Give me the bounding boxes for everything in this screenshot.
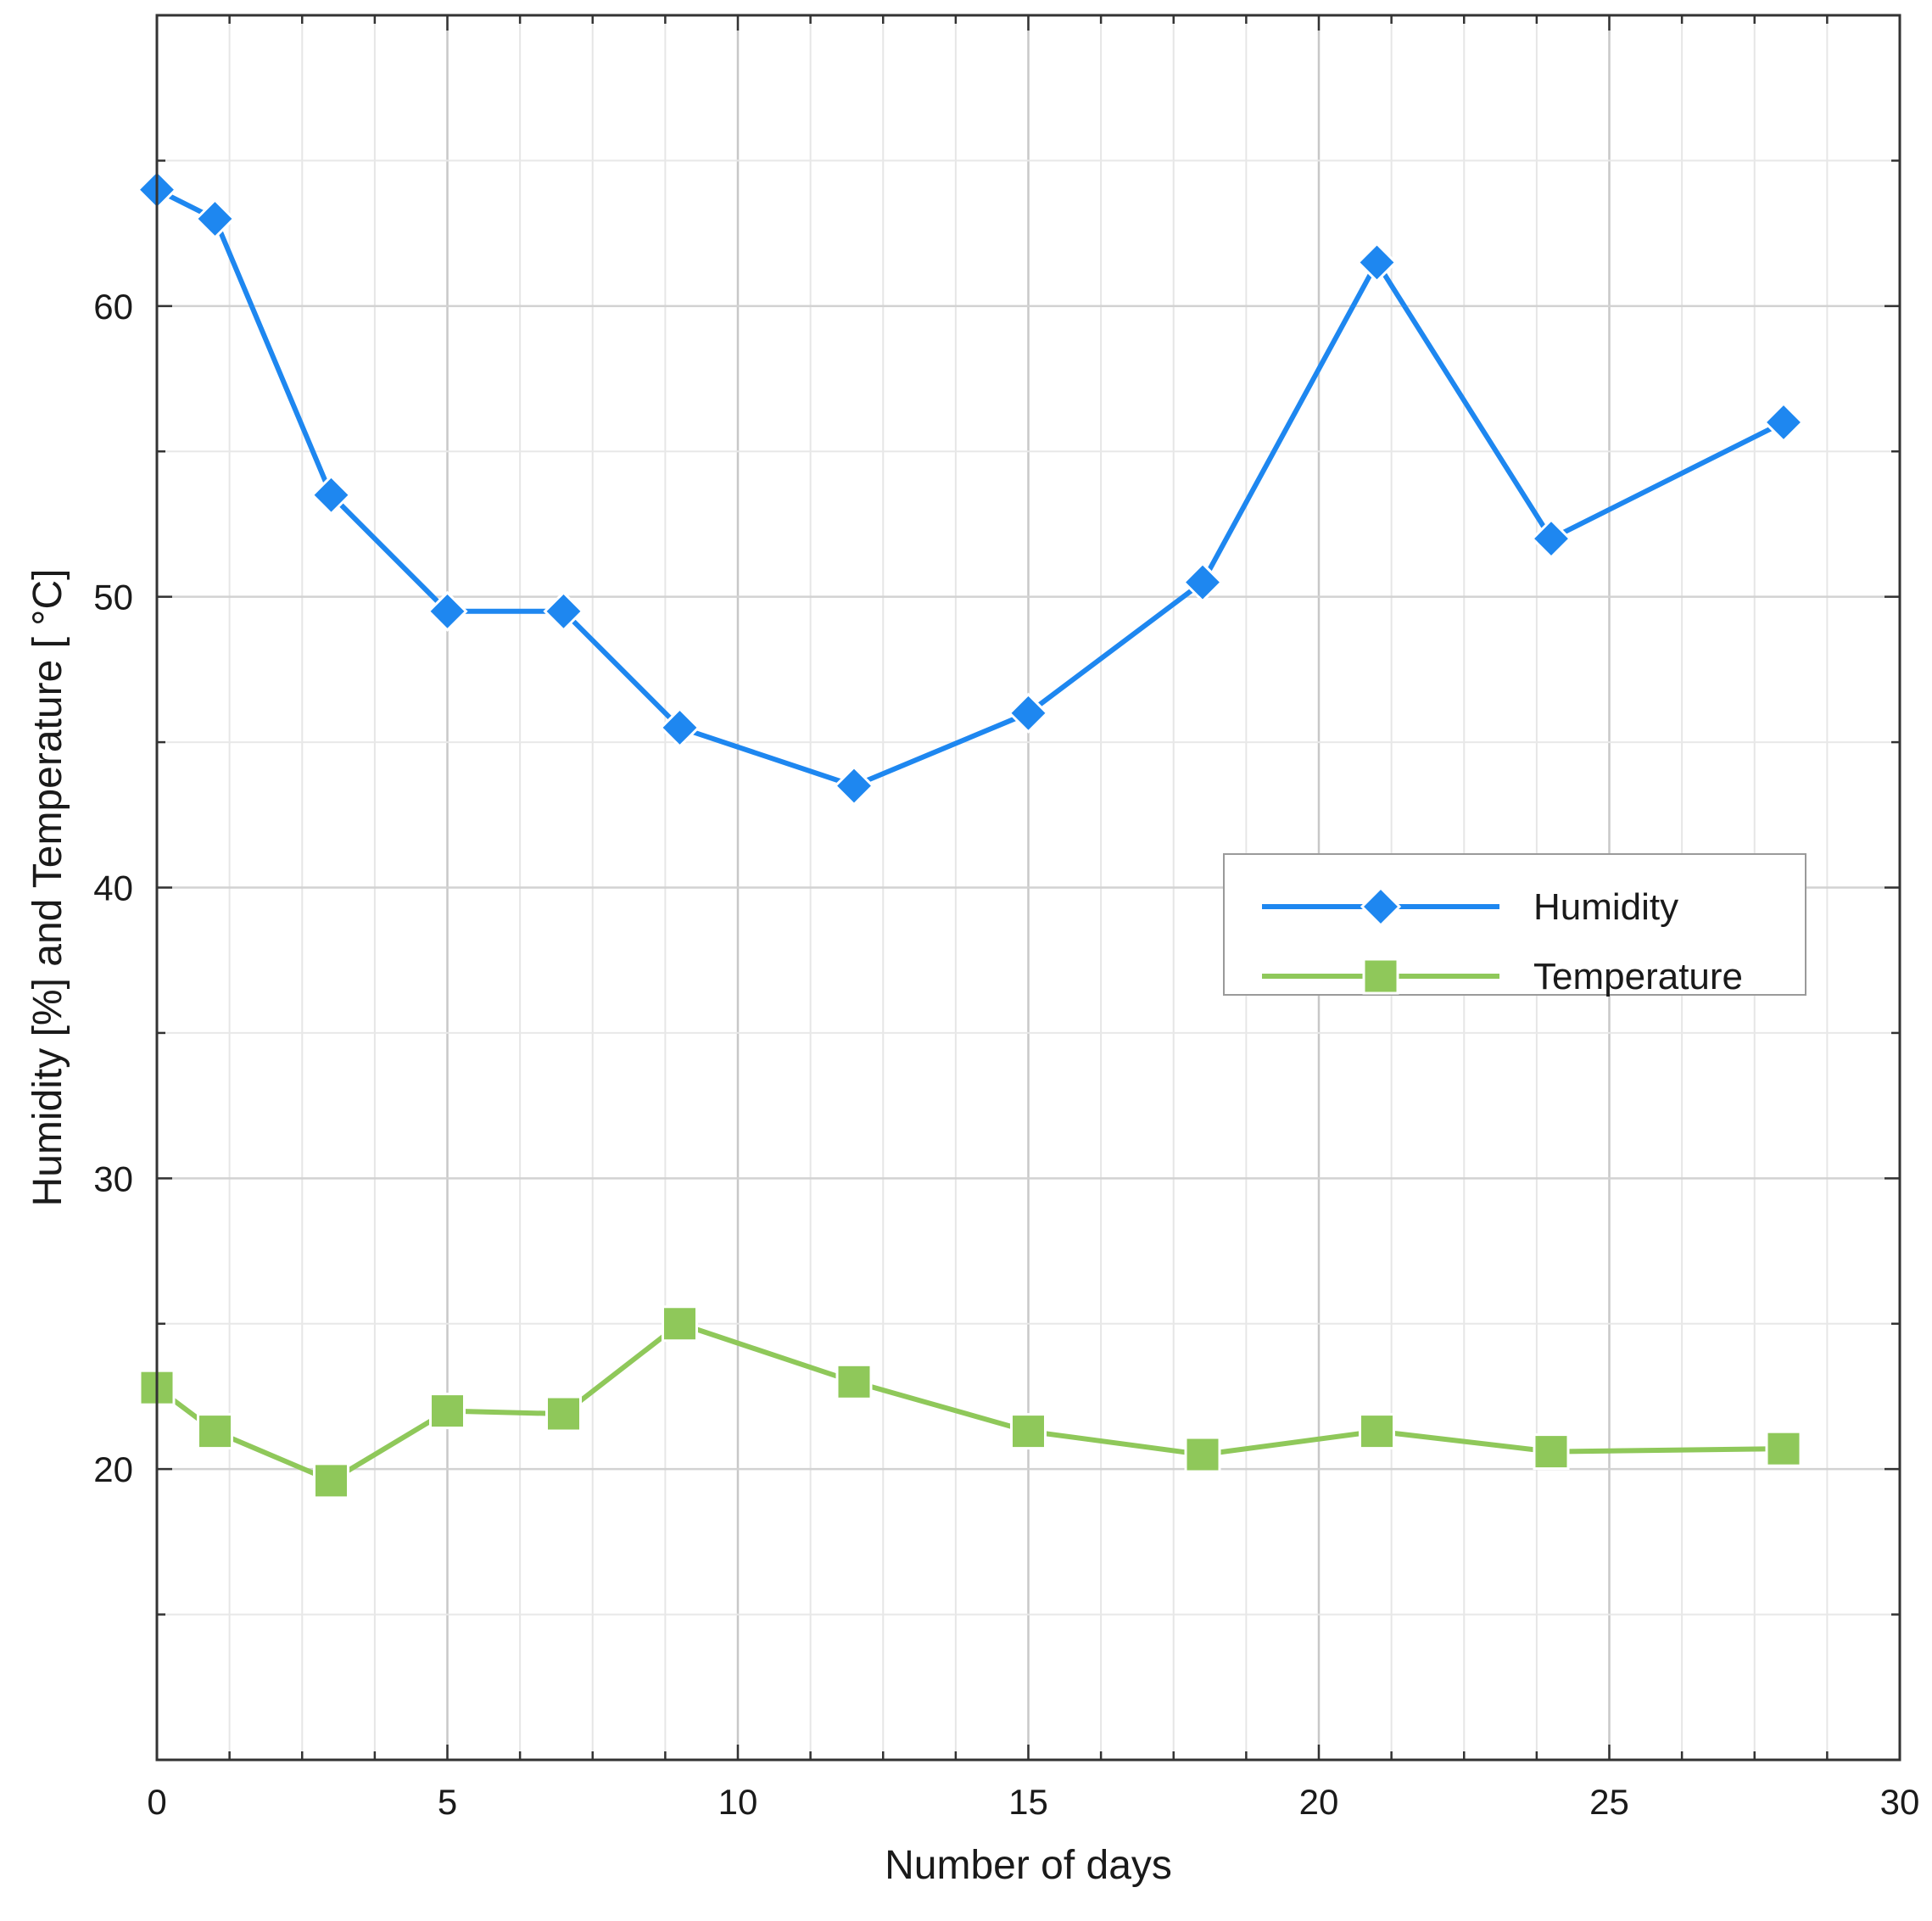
humidity-point [194,198,236,240]
legend-marker-temperature [1362,958,1399,995]
x-tick-label: 5 [438,1782,457,1822]
temperature-point [1359,1413,1395,1450]
legend-label-humidity: Humidity [1533,886,1678,928]
axis-ticks [155,14,1901,1762]
legend: Humidity Temperature [1223,853,1806,997]
temperature-point [429,1393,466,1430]
y-tick-label: 50 [93,578,133,617]
legend-marker-humidity [1360,885,1402,928]
series-layer [136,169,1805,1499]
temperature-point [1010,1413,1047,1450]
x-tick-labels: 0 5 10 15 20 25 30 [147,1782,1919,1822]
temperature-line [155,1321,1784,1483]
y-tick-label: 30 [93,1159,133,1198]
temperature-point [662,1305,698,1343]
y-tick-labels: 20 30 40 50 60 [93,287,133,1489]
x-tick-label: 25 [1589,1782,1629,1822]
humidity-point [1008,692,1049,734]
humidity-point [427,590,468,632]
humidity-point [1530,517,1572,560]
temperature-point [313,1462,349,1499]
temperature-series [138,1305,1802,1499]
humidity-point [543,590,584,632]
temperature-point [1765,1430,1802,1467]
humidity-point [659,706,701,749]
humidity-series [136,169,1805,807]
temperature-point [197,1413,233,1450]
x-axis-title: Number of days [885,1843,1172,1888]
legend-label-temperature: Temperature [1533,956,1743,997]
x-tick-label: 20 [1299,1782,1339,1822]
y-tick-label: 60 [93,287,133,327]
temperature-point [1184,1436,1221,1473]
humidity-point [310,474,352,516]
temperature-point [545,1395,582,1432]
x-tick-label: 30 [1880,1782,1920,1822]
x-tick-label: 10 [718,1782,758,1822]
temperature-point [835,1363,873,1400]
humidity-point [1762,401,1805,444]
legend-entry-temperature: Temperature [1262,956,1743,997]
legend-entry-humidity: Humidity [1262,885,1678,928]
legend-box [1223,853,1806,996]
humidity-point [1181,561,1224,603]
x-tick-label: 15 [1008,1782,1048,1822]
humidity-line [155,187,1785,789]
legend-entries: Humidity Temperature [1262,885,1743,997]
y-tick-label: 20 [93,1449,133,1489]
y-tick-label: 40 [93,868,133,908]
temperature-point [1533,1433,1570,1471]
y-axis-title: Humidity [%] and Temperature [ °C] [25,569,70,1207]
x-tick-label: 0 [147,1782,166,1822]
humidity-point [1356,242,1398,283]
humidity-point [833,765,875,807]
